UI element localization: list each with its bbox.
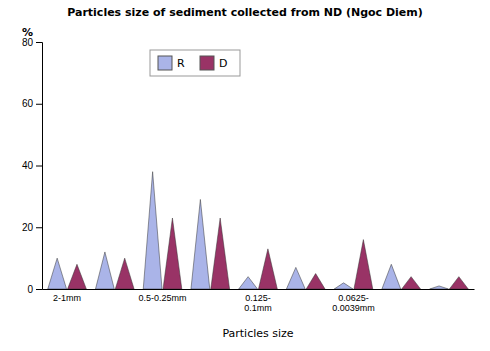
y-tick: 60 (22, 98, 42, 109)
y-axis: 020406080 (22, 37, 43, 295)
spike (402, 277, 421, 289)
series (48, 172, 449, 289)
legend-box (150, 50, 240, 76)
y-tick: 0 (27, 284, 42, 295)
spike (449, 277, 468, 289)
series (68, 218, 469, 289)
y-tick-label: 60 (22, 98, 34, 109)
y-tick-mark (36, 166, 42, 167)
y-tick-label: 40 (22, 160, 34, 171)
y-tick: 40 (22, 160, 42, 171)
y-tick-mark (36, 42, 42, 43)
legend-item: R (158, 56, 185, 70)
spike (258, 249, 277, 289)
spike (430, 286, 449, 289)
x-tick: 0.125-0.1mm (244, 293, 272, 313)
x-axis: 2-1mm 0.5-0.25mm 0.125-0.1mm 0.0625-0.0039m… (43, 290, 475, 314)
x-tick: 2-1mm (53, 293, 81, 303)
spike (115, 258, 134, 289)
legend-label: D (219, 57, 227, 70)
y-tick-mark (36, 289, 42, 290)
legend-swatch (158, 56, 172, 70)
x-tick: 0.0625-0.0039mm (332, 293, 375, 313)
legend-item: D (200, 56, 227, 70)
legend-label: R (177, 57, 185, 70)
y-tick: 20 (22, 222, 42, 233)
y-tick-label: 0 (27, 284, 33, 295)
legend: RD (150, 50, 240, 76)
x-axis-line (43, 289, 475, 290)
spike (306, 274, 325, 289)
spike (211, 218, 230, 289)
spike (354, 240, 373, 289)
title: Particles size of sediment collected fro… (67, 6, 423, 19)
spike (163, 218, 182, 289)
y-axis-line (36, 43, 43, 290)
spike (286, 267, 305, 289)
marks (48, 172, 468, 289)
spike (95, 252, 114, 289)
x-tick: 0.5-0.25mm (139, 293, 187, 303)
x-axis-title: Particles size (222, 327, 293, 340)
spike (382, 264, 401, 289)
spike (239, 277, 258, 289)
spike (143, 172, 162, 289)
legend-swatch (200, 56, 214, 70)
chart: 0204060802-1mm0.5-0.25mm0.125-0.1mm0.062… (0, 0, 490, 351)
plot-area: 0204060802-1mm0.5-0.25mm0.125-0.1mm0.062… (22, 26, 475, 340)
x-tick-label: 2-1mm (53, 293, 81, 303)
y-tick-mark (36, 104, 42, 105)
spike (68, 264, 87, 289)
x-tick-label: 0.5-0.25mm (139, 293, 187, 303)
x-tick-label: 0.0625-0.0039mm (332, 293, 375, 313)
y-axis-title: % (22, 26, 33, 39)
x-tick-label: 0.125-0.1mm (244, 293, 272, 313)
spike (191, 199, 210, 289)
spike (48, 258, 67, 289)
y-tick-mark (36, 227, 42, 228)
spike (334, 283, 353, 289)
y-tick-label: 20 (22, 222, 34, 233)
